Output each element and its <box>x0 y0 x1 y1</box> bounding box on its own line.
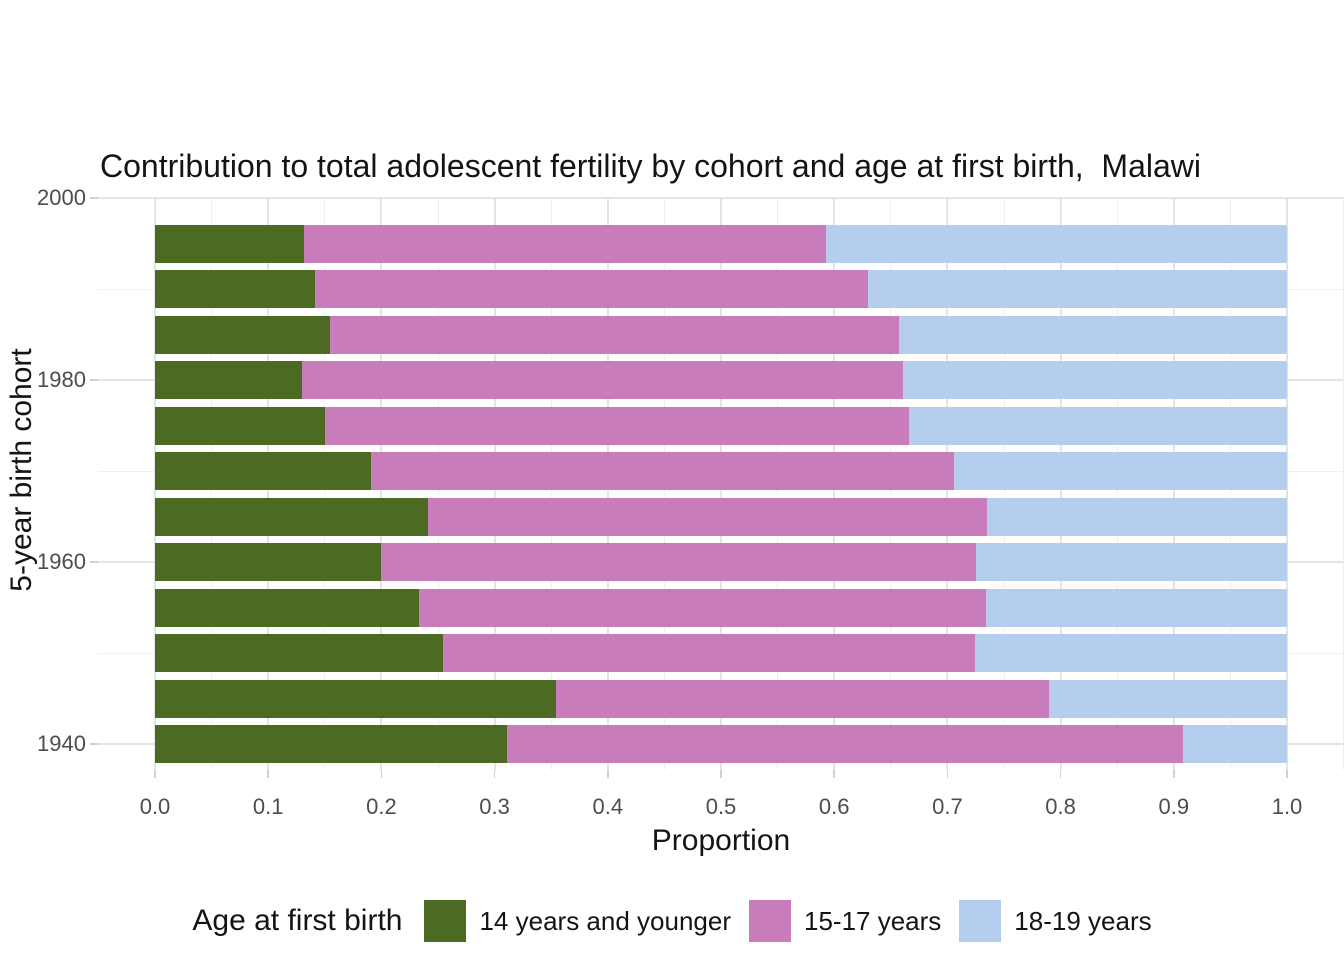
legend: Age at first birth 14 years and younger 1… <box>0 893 1344 949</box>
plot-panel <box>98 197 1344 770</box>
bar-segment-1975 <box>324 406 909 445</box>
bar-segment-1940 <box>1182 725 1287 763</box>
legend-label: 15-17 years <box>803 905 942 936</box>
bar-segment-1950 <box>974 634 1287 672</box>
y-tick-label: 1940 <box>37 731 86 756</box>
bar-segment-1960 <box>155 543 382 581</box>
bar-segment-1955 <box>155 588 419 627</box>
legend-item: 15-17 years <box>748 900 942 942</box>
legend-item: 14 years and younger <box>424 900 731 942</box>
bar-segment-1990 <box>155 270 315 308</box>
bar-segment-1970 <box>155 452 372 490</box>
x-tick-label: 0.7 <box>932 794 963 819</box>
bar-segment-1965 <box>155 497 428 536</box>
x-tick-mark <box>267 770 269 778</box>
bar-segment-1940 <box>155 725 508 763</box>
x-tick-label: 0.6 <box>818 794 850 819</box>
x-tick-mark <box>1059 770 1062 778</box>
bar-segment-1945 <box>555 679 1050 718</box>
bar-segment-1950 <box>442 634 975 672</box>
bar-segment-1970 <box>954 452 1287 490</box>
x-tick-mark <box>833 770 835 778</box>
x-axis-title: Proportion <box>651 824 791 857</box>
bar-segment-1980 <box>155 361 303 399</box>
bar-segment-1995 <box>826 224 1287 263</box>
x-tick-label: 0.5 <box>705 794 737 819</box>
bar-segment-1990 <box>314 270 869 308</box>
bar-segment-1940 <box>507 725 1183 763</box>
x-tick-mark <box>607 770 609 778</box>
bar-segment-1975 <box>155 406 325 445</box>
x-tick-label: 0.1 <box>252 794 284 819</box>
bar-segment-1985 <box>898 315 1287 354</box>
bar-segment-1975 <box>908 406 1287 445</box>
bar-segment-1965 <box>987 497 1287 536</box>
chart-title: Contribution to total adolescent fertili… <box>100 148 1201 184</box>
x-tick-label: 0.4 <box>592 794 624 819</box>
legend-swatch-14-years-and-younger <box>424 900 467 942</box>
bar-segment-1960 <box>975 543 1287 581</box>
bar-segment-1945 <box>155 679 556 718</box>
legend-title: Age at first birth <box>192 904 403 937</box>
x-tick-label: 0.0 <box>139 794 171 819</box>
bar-segment-1970 <box>371 452 955 490</box>
bar-segment-1985 <box>330 315 899 354</box>
x-tick-mark <box>946 770 949 778</box>
bar-segment-1945 <box>1049 679 1287 718</box>
bar-segment-1990 <box>868 270 1287 308</box>
bar-segment-1950 <box>155 634 443 672</box>
y-tick-mark <box>90 197 98 199</box>
x-tick-mark <box>1286 770 1288 778</box>
legend-swatch-15-17-years <box>748 900 791 942</box>
x-tick-label: 0.8 <box>1045 794 1076 819</box>
gridline-vertical-major <box>1286 198 1288 770</box>
legend-item: 18-19 years <box>959 900 1152 942</box>
bar-segment-1980 <box>903 361 1287 399</box>
bar-segment-1995 <box>304 224 827 263</box>
x-tick-mark <box>720 770 722 778</box>
legend-swatch-18-19-years <box>959 900 1002 942</box>
y-tick-label: 1960 <box>37 549 86 574</box>
x-tick-mark <box>1173 770 1175 778</box>
x-tick-mark <box>380 770 383 778</box>
x-tick-label: 0.2 <box>366 794 397 819</box>
y-tick-mark <box>90 561 98 563</box>
x-tick-mark <box>154 770 156 778</box>
bar-segment-1955 <box>985 588 1287 627</box>
x-tick-label: 1.0 <box>1271 794 1303 819</box>
x-tick-label: 0.9 <box>1158 794 1190 819</box>
y-tick-mark <box>90 379 98 381</box>
bar-segment-1960 <box>381 543 976 581</box>
y-tick-label: 2000 <box>37 185 86 210</box>
x-tick-mark <box>493 770 496 778</box>
bar-segment-1955 <box>418 588 986 627</box>
y-tick-mark <box>90 743 98 745</box>
bar-segment-1965 <box>427 497 987 536</box>
bar-segment-1980 <box>302 361 904 399</box>
legend-label: 14 years and younger <box>479 905 731 936</box>
y-tick-label: 1980 <box>37 367 86 392</box>
x-tick-label: 0.3 <box>479 794 510 819</box>
legend-label: 18-19 years <box>1014 905 1152 936</box>
bar-segment-1985 <box>155 315 331 354</box>
bar-segment-1995 <box>155 224 305 263</box>
